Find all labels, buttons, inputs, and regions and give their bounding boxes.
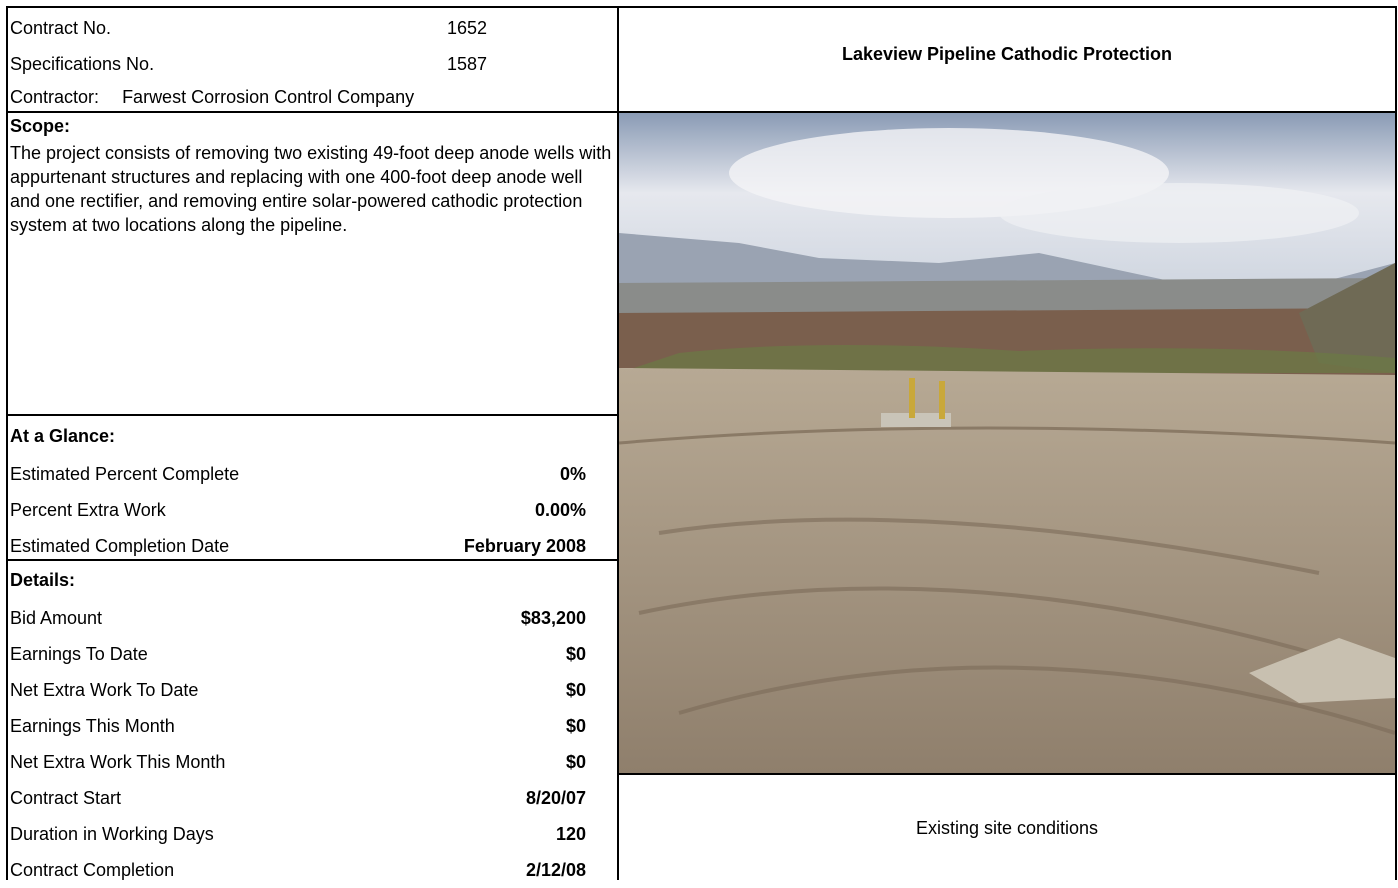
details-heading: Details: <box>10 570 75 591</box>
row-value: $0 <box>566 636 586 672</box>
row: Contract Start 8/20/07 <box>10 780 586 816</box>
row-value: $0 <box>566 672 586 708</box>
row-label: Contract Start <box>10 788 121 808</box>
row: Duration in Working Days 120 <box>10 816 586 852</box>
row-value: $0 <box>566 708 586 744</box>
row-value: 2/12/08 <box>526 852 586 888</box>
row-label: Estimated Completion Date <box>10 536 229 556</box>
row-label: Percent Extra Work <box>10 500 166 520</box>
row-value: 0% <box>560 456 586 492</box>
row-value: 8/20/07 <box>526 780 586 816</box>
row-value: $83,200 <box>521 600 586 636</box>
row: Percent Extra Work 0.00% <box>10 492 586 528</box>
title: Lakeview Pipeline Cathodic Protection <box>620 44 1394 65</box>
row-label: Earnings This Month <box>10 716 175 736</box>
row: Estimated Completion Date February 2008 <box>10 528 586 564</box>
field-row: Specifications No. 1587 <box>10 46 610 82</box>
border <box>1395 6 1397 880</box>
row-value: $0 <box>566 744 586 780</box>
row-label: Estimated Percent Complete <box>10 464 239 484</box>
field-row: Contract No. 1652 <box>10 10 610 46</box>
row: Net Extra Work To Date $0 <box>10 672 586 708</box>
row-label: Net Extra Work To Date <box>10 680 198 700</box>
border <box>6 6 8 880</box>
border <box>618 773 1397 775</box>
row-label: Net Extra Work This Month <box>10 752 225 772</box>
row-label: Bid Amount <box>10 608 102 628</box>
row: Bid Amount $83,200 <box>10 600 586 636</box>
field-label: Specifications No. <box>10 54 154 74</box>
row-value: February 2008 <box>464 528 586 564</box>
row-label: Contract Completion <box>10 860 174 880</box>
field-value: 1652 <box>447 10 487 46</box>
border <box>6 414 618 416</box>
row-label: Earnings To Date <box>10 644 148 664</box>
row: Earnings This Month $0 <box>10 708 586 744</box>
site-photo <box>619 113 1395 773</box>
row: Earnings To Date $0 <box>10 636 586 672</box>
row: Net Extra Work This Month $0 <box>10 744 586 780</box>
row-label: Duration in Working Days <box>10 824 214 844</box>
page: Contract No. 1652 Specifications No. 1587 C… <box>0 0 1398 880</box>
contractor: Contractor: Farwest Corrosion Control Co… <box>10 82 414 112</box>
row-value: 0.00% <box>535 492 586 528</box>
row-value: 120 <box>556 816 586 852</box>
field-label: Contract No. <box>10 18 111 38</box>
scope-heading: Scope: <box>10 116 70 137</box>
contractor-value: Farwest Corrosion Control Company <box>122 87 414 107</box>
contractor-label: Contractor: <box>10 87 99 107</box>
row: Estimated Percent Complete 0% <box>10 456 586 492</box>
photo-caption: Existing site conditions <box>620 818 1394 839</box>
scope-text: The project consists of removing two exi… <box>10 141 616 237</box>
border <box>6 6 1397 8</box>
row: Contract Completion 2/12/08 <box>10 852 586 888</box>
glance-heading: At a Glance: <box>10 426 115 447</box>
field-value: 1587 <box>447 46 487 82</box>
